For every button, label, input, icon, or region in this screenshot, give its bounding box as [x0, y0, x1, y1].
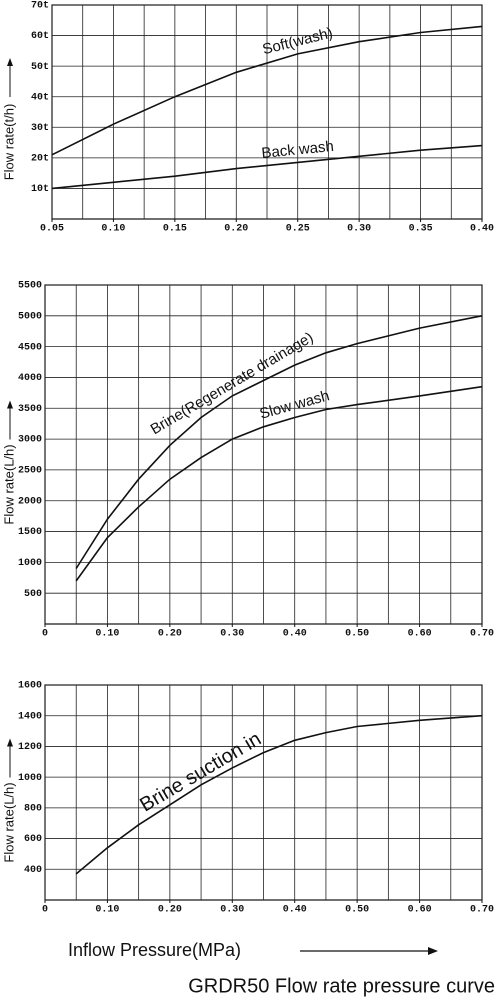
x-tick-label: 0.05 [40, 224, 64, 235]
y-tick-label: 1500 [18, 527, 42, 538]
x-tick-label: 0.15 [163, 224, 187, 235]
y-tick-label: 3500 [18, 404, 42, 415]
y-tick-label: 30t [31, 123, 49, 134]
y-tick-label: 2500 [18, 466, 42, 477]
y-tick-label: 1600 [18, 681, 42, 692]
series-line [51, 144, 483, 190]
x-tick-label: 0.30 [220, 629, 244, 640]
y-tick-label: 800 [24, 803, 42, 814]
y-tick-label: 1200 [18, 742, 42, 753]
x-tick-label: 0.10 [95, 629, 119, 640]
y-tick-label: 400 [24, 865, 42, 876]
y-tick-label: 600 [24, 834, 42, 845]
x-tick-label: 0.50 [345, 905, 369, 916]
y-tick-label: 1400 [18, 711, 42, 722]
series-line [75, 315, 483, 569]
x-tick-label: 0.70 [470, 629, 494, 640]
y-tick-label: 2000 [18, 496, 42, 507]
y-tick-label: 5000 [18, 311, 42, 322]
x-tick-label: 0 [42, 905, 48, 916]
x-tick-label: 0.70 [470, 905, 494, 916]
x-tick-label: 0.50 [345, 629, 369, 640]
y-axis-label: Flow rate(L/h) [1, 782, 16, 862]
series-line [75, 385, 483, 582]
y-tick-label: 50t [31, 62, 49, 73]
y-tick-label: 1000 [18, 558, 42, 569]
x-tick-label: 0.30 [220, 905, 244, 916]
y-arrow-head [7, 58, 13, 66]
x-tick-label: 0.20 [158, 629, 182, 640]
y-tick-label: 60t [31, 31, 49, 42]
y-arrow-head [7, 400, 13, 409]
y-tick-label: 500 [24, 589, 42, 600]
x-tick-label: 0.20 [224, 224, 248, 235]
y-tick-label: 4500 [18, 342, 42, 353]
y-tick-label: 40t [31, 92, 49, 103]
y-tick-label: 1000 [18, 773, 42, 784]
y-arrow-head [7, 738, 13, 747]
y-tick-label: 4000 [18, 373, 42, 384]
x-arrow-head [428, 947, 438, 955]
x-tick-label: 0.20 [158, 905, 182, 916]
x-tick-label: 0 [42, 629, 48, 640]
x-tick-label: 0.60 [408, 905, 432, 916]
x-tick-label: 0.30 [347, 224, 371, 235]
x-tick-label: 0.40 [283, 905, 307, 916]
x-tick-label: 0.60 [408, 629, 432, 640]
x-tick-label: 0.40 [283, 629, 307, 640]
y-tick-label: 20t [31, 153, 49, 164]
x-tick-label: 0.10 [101, 224, 125, 235]
x-tick-label: 0.25 [286, 224, 310, 235]
series-line [75, 714, 483, 875]
y-tick-label: 5500 [18, 281, 42, 292]
caption: GRDR50 Flow rate pressure curve [188, 975, 495, 997]
y-tick-label: 10t [31, 184, 49, 195]
x-tick-label: 0.35 [409, 224, 433, 235]
x-tick-label: 0.40 [470, 224, 494, 235]
x-axis-label: Inflow Pressure(MPa) [68, 940, 241, 960]
y-axis-label: Flow rate(L/h) [1, 444, 16, 524]
y-axis-label: Flow rate(t/h) [1, 104, 16, 181]
y-tick-label: 70t [31, 1, 49, 12]
series-line [51, 25, 483, 156]
series-label: Back wash [261, 138, 335, 162]
y-tick-label: 3000 [18, 435, 42, 446]
x-tick-label: 0.10 [95, 905, 119, 916]
